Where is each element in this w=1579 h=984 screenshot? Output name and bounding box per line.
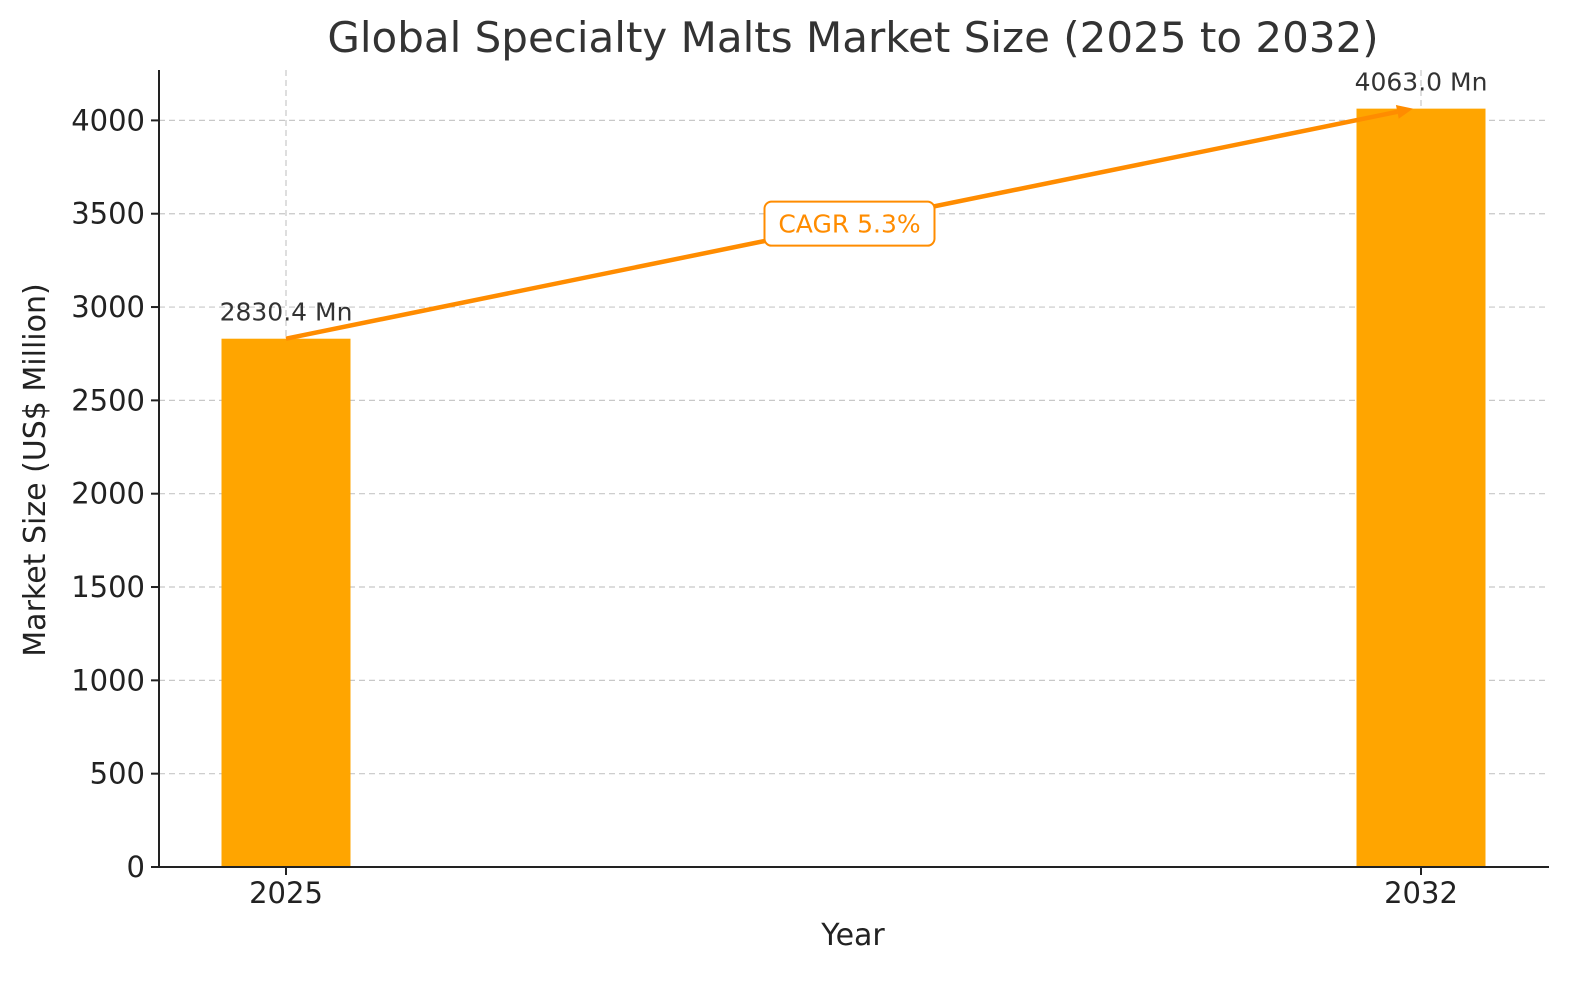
data-label-2032: 4063.0 Mn [1355, 68, 1488, 97]
bar-2025 [221, 338, 351, 867]
cagr-label-box [763, 200, 936, 247]
x-axis-label: Year [820, 918, 885, 953]
y-tick-label: 2500 [71, 383, 145, 417]
y-tick-label: 3500 [71, 197, 145, 231]
cagr-arrow-head [1395, 104, 1413, 119]
label-layer: 0 500 1000 1500 2000 2500 3000 3500 4000 2025 2032… [71, 68, 1487, 910]
chart-title: Global Specialty Malts Market Size (2025… [327, 13, 1378, 62]
x-tick-label: 2032 [1384, 876, 1458, 910]
y-tick-label: 1000 [71, 663, 145, 697]
y-tick-label: 1500 [71, 570, 145, 604]
y-tick-label: 0 [127, 850, 145, 884]
y-tick-label: 4000 [71, 103, 145, 137]
y-tick-label: 500 [90, 757, 145, 791]
axis-layer [151, 70, 1549, 875]
cagr-label: CAGR 5.3% [778, 210, 920, 239]
data-label-2025: 2830.4 Mn [220, 298, 353, 327]
bar-layer [221, 108, 1486, 867]
grid-layer [159, 70, 1549, 867]
y-tick-label: 2000 [71, 477, 145, 511]
bar-2032 [1356, 108, 1486, 867]
x-tick-label: 2025 [249, 876, 323, 910]
annotation-layer: CAGR 5.3% [285, 104, 1413, 341]
y-axis-label: Market Size (US$ Million) [18, 283, 53, 656]
y-tick-label: 3000 [71, 290, 145, 324]
